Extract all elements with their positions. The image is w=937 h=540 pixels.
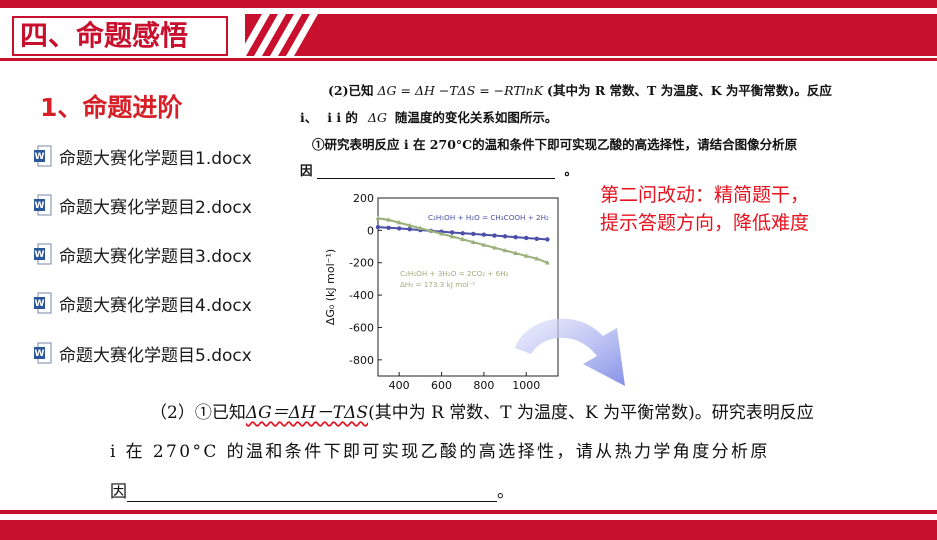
file-name: 命题大赛化学题目4.docx — [59, 295, 252, 316]
data-point — [407, 227, 412, 232]
question-suffix: (其中为 R 常数、T 为温度、K 为平衡常数)。反应 — [547, 83, 832, 98]
page-title: 四、命题感悟 — [20, 19, 189, 52]
footer-banner — [0, 510, 937, 540]
question-prefix: （2）①已知 — [150, 403, 246, 423]
file-item-1[interactable]: W 命题大赛化学题目1.docx — [34, 143, 252, 169]
file-name: 命题大赛化学题目2.docx — [59, 197, 252, 218]
question-prefix: (2)已知 — [328, 83, 374, 98]
word-doc-icon: W — [34, 194, 52, 216]
revised-question-line-1: （2）①已知ΔG＝ΔH－TΔS(其中为 R 常数、T 为温度、K 为平衡常数)。… — [150, 398, 814, 423]
data-point — [502, 234, 508, 239]
series-label-1: C₂H₅OH + H₂O = CH₃COOH + 2H₂ — [428, 213, 549, 222]
word-doc-icon: W — [34, 292, 52, 314]
data-point — [502, 247, 508, 253]
data-point — [449, 230, 455, 235]
word-doc-icon: W — [34, 342, 52, 364]
data-point — [375, 215, 381, 221]
data-point — [481, 242, 487, 247]
data-point — [386, 225, 391, 230]
data-point — [492, 233, 497, 238]
header-banner — [0, 0, 937, 61]
question-text: 因 — [110, 482, 127, 502]
word-doc-icon: W — [34, 145, 52, 167]
svg-text:W: W — [35, 152, 45, 162]
question-text: ①研究表明反应 i 在 270°C的温和条件下即可实现乙酸的高选择性，请结合图像… — [312, 137, 798, 152]
y-tick-label: -200 — [349, 257, 374, 270]
data-point — [492, 245, 497, 250]
svg-text:W: W — [35, 250, 45, 260]
question-text: 。 — [497, 482, 514, 502]
answer-blank[interactable] — [127, 487, 497, 502]
curved-arrow-icon — [515, 318, 625, 386]
x-tick-label: 1000 — [512, 379, 540, 390]
file-name: 命题大赛化学题目1.docx — [59, 148, 252, 169]
question-text: 随温度的变化关系如图所示。 — [394, 110, 558, 125]
y-tick-label: 0 — [367, 224, 374, 237]
data-point — [396, 219, 402, 225]
question-text: 。 — [564, 163, 577, 178]
answer-blank[interactable] — [316, 166, 555, 179]
data-point — [439, 231, 444, 236]
file-item-4[interactable]: W 命题大赛化学题目4.docx — [34, 290, 252, 316]
delta-g-symbol: ΔG — [367, 110, 387, 125]
file-item-3[interactable]: W 命题大赛化学题目3.docx — [34, 241, 252, 267]
revised-question-line-2: i 在 270°C 的温和条件下即可实现乙酸的高选择性，请从热力学角度分析原 — [110, 442, 770, 462]
y-axis-label: ΔG₀ (kJ mol⁻¹) — [324, 249, 337, 325]
question-formula: ΔG＝ΔH－TΔS — [245, 403, 369, 423]
y-tick-label: 200 — [353, 192, 374, 205]
data-point — [375, 224, 381, 230]
data-point — [386, 217, 391, 222]
y-tick-label: -400 — [349, 289, 374, 302]
data-point — [460, 236, 466, 242]
question-text: 因 — [300, 163, 313, 178]
word-doc-icon: W — [34, 243, 52, 265]
data-point — [545, 260, 550, 265]
data-point — [534, 256, 540, 261]
data-point — [407, 222, 413, 228]
x-tick-label: 600 — [431, 379, 452, 390]
data-point — [417, 225, 423, 231]
chart-annotation: ΔH₀ = 173.3 kJ mol⁻¹ — [400, 280, 475, 289]
revised-question-line-3: 因。 — [110, 477, 514, 502]
y-tick-label: -600 — [349, 321, 374, 334]
data-point — [481, 232, 487, 237]
annotation-line-1: 第二问改动：精简题干， — [600, 184, 810, 206]
data-point — [449, 233, 455, 239]
file-item-5[interactable]: W 命题大赛化学题目5.docx — [34, 340, 252, 366]
data-point — [534, 236, 540, 241]
reaction-label-ii: i i 的 — [327, 110, 358, 125]
x-tick-label: 400 — [389, 379, 410, 390]
original-question-line-2: i、 i i 的 ΔG 随温度的变化关系如图所示。 — [300, 107, 557, 126]
data-point — [523, 253, 529, 258]
file-name: 命题大赛化学题目3.docx — [59, 246, 252, 267]
original-question-line-3: ①研究表明反应 i 在 270°C的温和条件下即可实现乙酸的高选择性，请结合图像… — [312, 134, 797, 153]
data-point — [513, 234, 518, 240]
title-frame — [12, 16, 228, 56]
file-item-2[interactable]: W 命题大赛化学题目2.docx — [34, 192, 252, 218]
file-name: 命题大赛化学题目5.docx — [59, 345, 252, 366]
question-formula: ΔG = ΔH −TΔS = −RTlnK — [377, 83, 544, 98]
data-point — [471, 231, 476, 237]
y-tick-label: -800 — [349, 354, 374, 367]
data-point — [396, 226, 402, 231]
series-label-2: C₂H₅OH + 3H₂O = 2CO₂ + 6H₂ — [400, 269, 509, 278]
reaction-label-i: i、 — [300, 110, 318, 125]
data-point — [460, 231, 465, 236]
section-heading: 1、命题进阶 — [40, 93, 183, 122]
x-tick-label: 800 — [473, 379, 494, 390]
svg-text:W: W — [35, 349, 45, 359]
data-point — [428, 228, 434, 233]
original-question-line-1: (2)已知 ΔG = ΔH −TΔS = −RTlnK (其中为 R 常数、T … — [328, 80, 832, 99]
data-point — [513, 250, 519, 255]
data-point — [545, 237, 550, 242]
original-question-line-4: 因 。 — [300, 160, 577, 179]
question-suffix: (其中为 R 常数、T 为温度、K 为平衡常数)。研究表明反应 — [368, 403, 814, 423]
svg-text:W: W — [35, 299, 45, 309]
annotation-line-2: 提示答题方向，降低难度 — [600, 212, 810, 234]
data-point — [470, 239, 476, 244]
svg-text:W: W — [35, 201, 45, 211]
data-point — [524, 235, 529, 241]
